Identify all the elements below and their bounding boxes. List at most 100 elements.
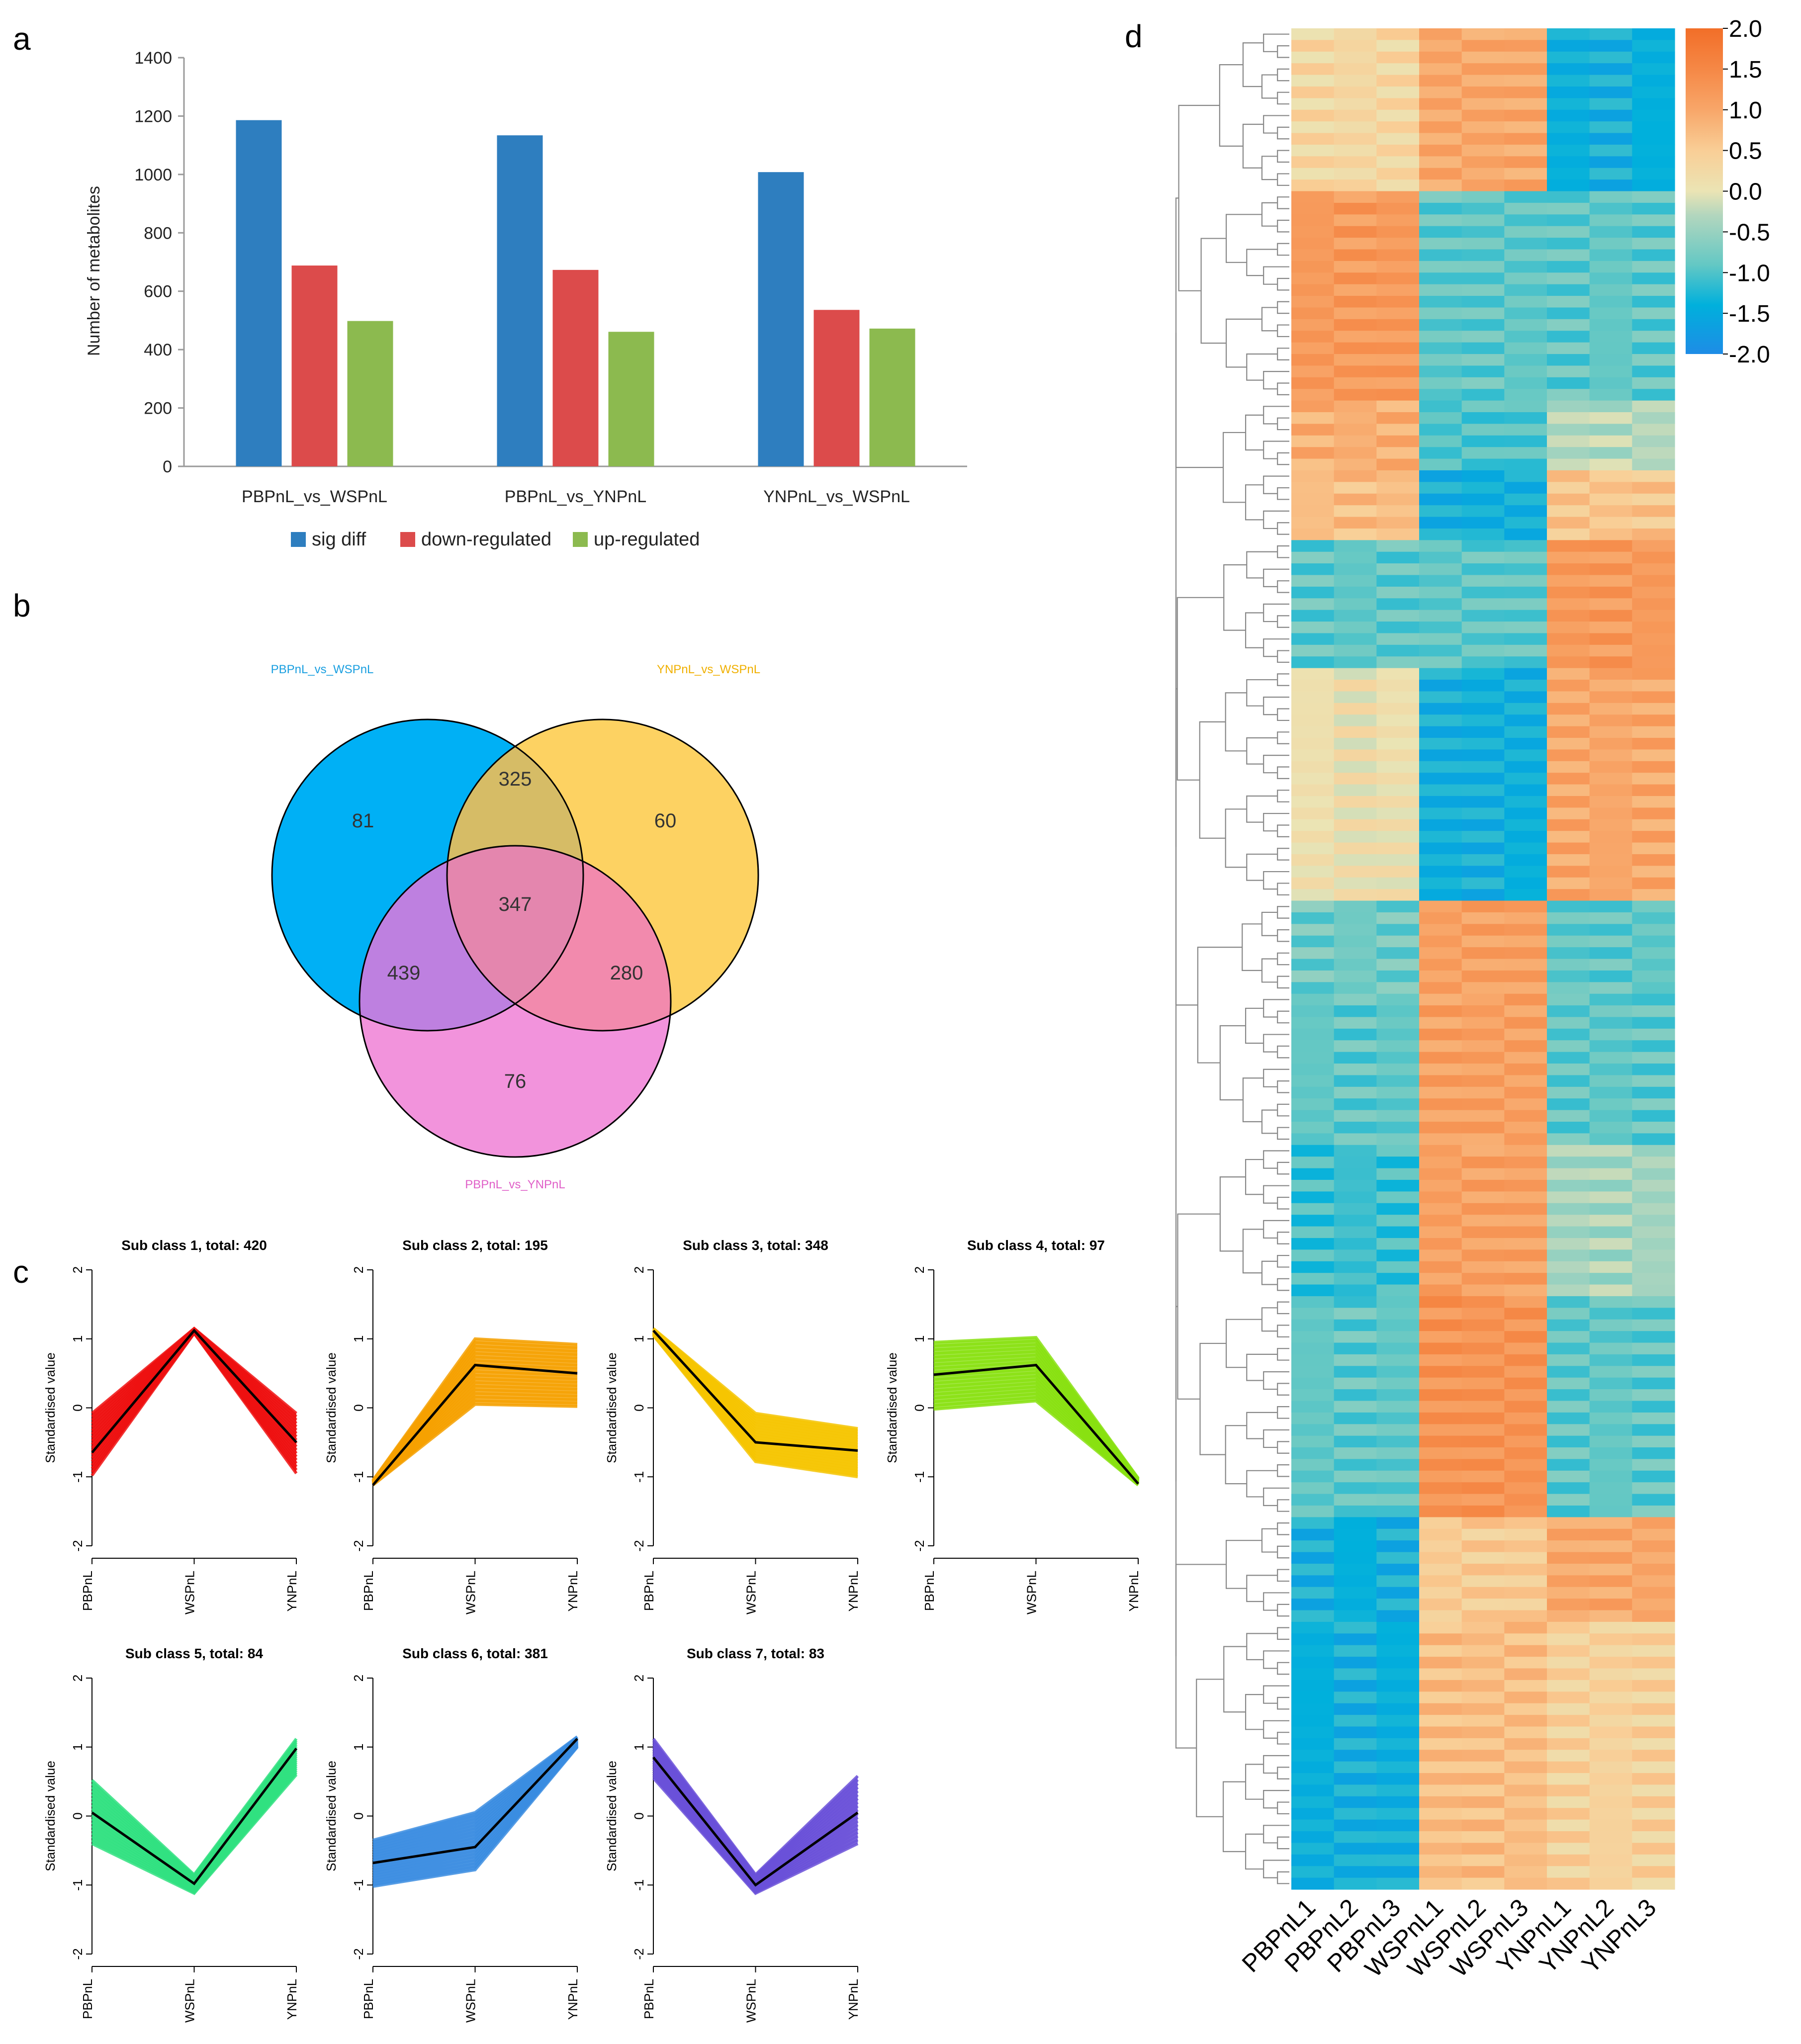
heatmap-cell [1461, 1506, 1505, 1517]
heatmap-cell [1547, 551, 1590, 564]
heatmap-cell [1632, 1482, 1675, 1495]
heatmap-cell [1589, 505, 1632, 518]
heatmap-cell [1547, 1657, 1590, 1669]
heatmap-cell [1334, 1866, 1377, 1878]
heatmap-cell [1291, 1389, 1335, 1402]
heatmap-cell [1376, 1366, 1420, 1378]
heatmap-cell [1376, 156, 1420, 169]
heatmap-cell [1291, 168, 1335, 180]
heatmap-cell [1334, 993, 1377, 1006]
subclass-mean-line [652, 1757, 859, 1887]
heatmap-cell [1461, 726, 1505, 738]
heatmap-cell [1419, 691, 1462, 704]
heatmap-cell [1419, 1377, 1462, 1390]
subclass-ytick-label: 2 [70, 1675, 85, 1682]
heatmap-cell [1419, 1610, 1462, 1622]
heatmap-cell [1376, 1668, 1420, 1681]
heatmap-cell [1547, 1168, 1590, 1180]
heatmap-cell [1419, 1145, 1462, 1157]
heatmap-cell [1632, 1075, 1675, 1087]
heatmap-cell [1376, 1599, 1420, 1611]
dendrogram-branch [1263, 1860, 1289, 1878]
heatmap-cell [1334, 680, 1377, 692]
heatmap-cell [1504, 1086, 1547, 1099]
heatmap-cell [1334, 168, 1377, 180]
heatmap-cell [1504, 1657, 1547, 1669]
heatmap-cell [1291, 482, 1335, 494]
heatmap-cell [1547, 1633, 1590, 1646]
heatmap-cell [1419, 854, 1462, 866]
heatmap-cell [1461, 1854, 1505, 1866]
heatmap-cell [1461, 598, 1505, 611]
heatmap-cell [1291, 470, 1335, 482]
heatmap-cell [1632, 1750, 1675, 1762]
heatmap-cell [1334, 877, 1377, 889]
heatmap-cell [1376, 75, 1420, 87]
heatmap-cell [1334, 144, 1377, 157]
heatmap-cell [1291, 1435, 1335, 1448]
heatmap-cell [1376, 1040, 1420, 1053]
heatmap-cell [1376, 226, 1420, 238]
heatmap-cell [1632, 331, 1675, 343]
subclass-title: Sub class 6, total: 381 [402, 1646, 548, 1661]
dendrogram-branch [1277, 1836, 1289, 1850]
heatmap-cell [1504, 1784, 1547, 1797]
heatmap-cell [1461, 261, 1505, 273]
heatmap-cell [1334, 1273, 1377, 1285]
heatmap-cell [1547, 493, 1590, 506]
heatmap-cell [1461, 528, 1505, 540]
heatmap-cell [1461, 1075, 1505, 1087]
heatmap-cell [1376, 610, 1420, 622]
heatmap-cell [1419, 598, 1462, 611]
heatmap-cell [1461, 1389, 1505, 1402]
heatmap-cell [1334, 1133, 1377, 1146]
heatmap-cell [1376, 528, 1420, 540]
heatmap-cell [1547, 1470, 1590, 1483]
heatmap-cell [1504, 1447, 1547, 1460]
heatmap-cell [1334, 598, 1377, 611]
heatmap-cell [1291, 202, 1335, 215]
heatmap-cell [1334, 1517, 1377, 1529]
heatmap-cell [1461, 249, 1505, 262]
heatmap-cell [1376, 796, 1420, 808]
subclass-ytick-label: -1 [70, 1471, 85, 1483]
subclass-xtick-label: WSPnL [182, 1571, 197, 1614]
heatmap-cell [1334, 1005, 1377, 1018]
heatmap-cell [1461, 761, 1505, 773]
heatmap-cell [1334, 1308, 1377, 1320]
dendrogram-branch [1263, 1034, 1289, 1053]
heatmap-cell [1334, 1366, 1377, 1378]
dendrogram-branch [1277, 1383, 1289, 1396]
heatmap-cell [1376, 1459, 1420, 1471]
bar-1-1 [236, 120, 282, 467]
heatmap-cell [1547, 272, 1590, 285]
heatmap-cell [1547, 563, 1590, 576]
heatmap-cell [1376, 1575, 1420, 1588]
heatmap-cell [1632, 586, 1675, 599]
heatmap-cell [1376, 389, 1420, 401]
heatmap-cell [1547, 796, 1590, 808]
heatmap-cell [1419, 412, 1462, 424]
heatmap-cell [1632, 993, 1675, 1006]
heatmap-cell [1504, 1831, 1547, 1844]
heatmap-cell [1461, 1540, 1505, 1553]
heatmap-cell [1291, 1331, 1335, 1343]
panel-label-c: c [13, 1254, 29, 1290]
heatmap-cell [1589, 1470, 1632, 1483]
heatmap-cell [1461, 1342, 1505, 1355]
heatmap-cell [1504, 1494, 1547, 1506]
dendrogram-branch [1263, 1755, 1289, 1774]
heatmap-cell [1632, 389, 1675, 401]
venn-set-label-1: PBPnL_vs_WSPnL [271, 663, 374, 676]
heatmap-cell [1376, 424, 1420, 436]
heatmap-cell [1504, 1715, 1547, 1727]
heatmap-cell [1291, 912, 1335, 924]
heatmap-cell [1291, 1610, 1335, 1622]
heatmap-cell [1461, 51, 1505, 64]
heatmap-cell [1547, 1377, 1590, 1390]
heatmap-cell [1632, 1773, 1675, 1785]
heatmap-cell [1461, 1738, 1505, 1750]
heatmap-cell [1461, 331, 1505, 343]
heatmap-cell [1589, 1773, 1632, 1785]
heatmap-cell [1632, 1098, 1675, 1111]
